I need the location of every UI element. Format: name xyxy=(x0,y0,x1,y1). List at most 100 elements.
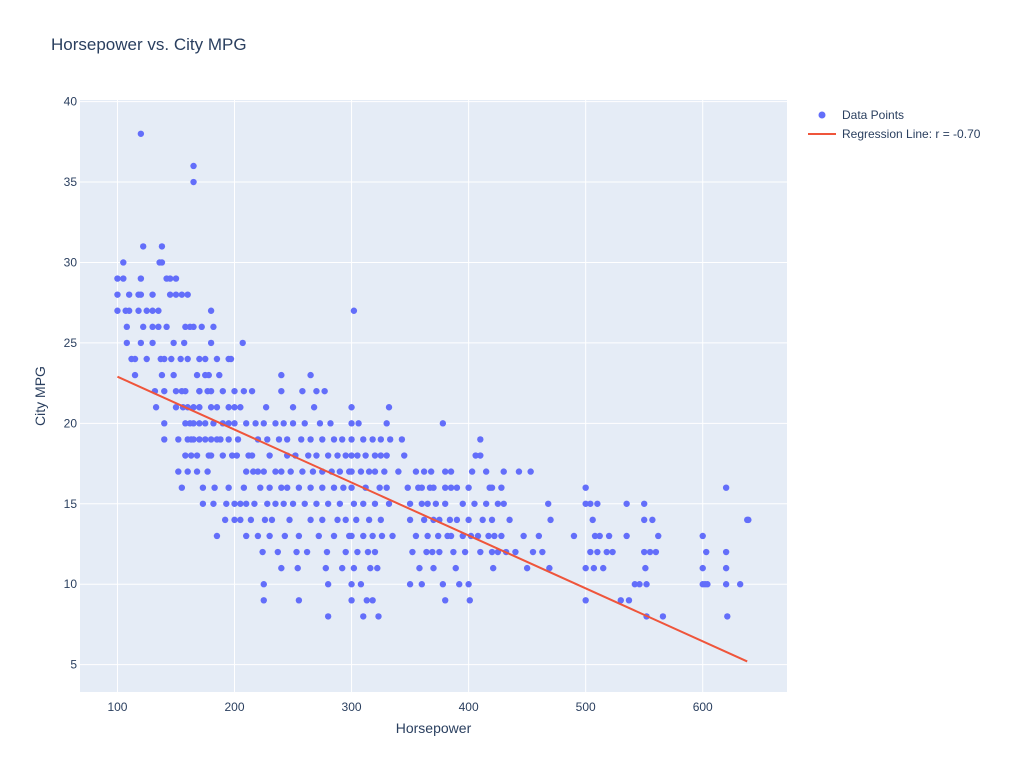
data-point xyxy=(336,500,344,507)
data-point xyxy=(295,484,303,491)
data-point xyxy=(646,548,654,556)
data-point xyxy=(125,291,133,298)
data-point xyxy=(383,484,390,491)
data-point xyxy=(180,339,188,347)
data-point xyxy=(348,452,355,459)
data-point xyxy=(239,339,246,347)
data-point xyxy=(143,307,150,314)
data-point xyxy=(430,564,437,572)
data-point xyxy=(257,484,264,491)
data-point xyxy=(286,516,293,524)
data-point xyxy=(260,468,267,475)
data-point xyxy=(161,387,168,395)
data-point xyxy=(360,532,367,540)
data-point xyxy=(465,581,472,588)
data-point xyxy=(334,452,341,459)
data-point xyxy=(381,468,388,475)
data-point xyxy=(520,532,527,540)
data-point xyxy=(442,484,449,491)
data-point xyxy=(177,355,184,363)
data-point xyxy=(193,452,201,459)
data-point xyxy=(295,532,303,540)
data-point xyxy=(210,323,217,331)
data-point xyxy=(377,436,385,443)
data-point xyxy=(298,436,305,443)
data-point xyxy=(227,355,235,363)
data-point xyxy=(250,468,257,475)
data-point xyxy=(225,404,232,411)
data-point xyxy=(184,468,191,475)
data-point xyxy=(322,564,330,572)
data-point xyxy=(231,387,238,395)
data-point xyxy=(442,500,449,507)
data-point xyxy=(371,452,379,459)
data-point xyxy=(190,420,197,427)
data-point xyxy=(172,404,180,411)
data-point xyxy=(278,484,285,491)
data-point xyxy=(120,275,127,282)
data-point xyxy=(293,548,300,556)
data-point xyxy=(472,452,479,459)
regression-line xyxy=(117,375,748,663)
y-tick-label: 5 xyxy=(70,658,77,672)
data-point xyxy=(416,564,423,572)
data-point xyxy=(500,468,507,475)
plot-area xyxy=(80,100,787,692)
data-point xyxy=(348,404,355,411)
data-point xyxy=(623,532,630,540)
data-point xyxy=(175,436,182,443)
data-point xyxy=(494,500,502,507)
data-point xyxy=(330,532,338,540)
data-point xyxy=(237,500,244,507)
data-point xyxy=(259,548,266,556)
data-point xyxy=(217,436,224,443)
data-point xyxy=(254,468,262,475)
data-point xyxy=(582,484,589,491)
data-point xyxy=(266,452,273,459)
data-point xyxy=(319,436,326,443)
data-point xyxy=(452,564,459,572)
legend: Data Points Regression Line: r = -0.70 xyxy=(808,108,981,141)
data-point xyxy=(190,323,197,331)
data-point xyxy=(406,581,414,588)
data-point xyxy=(149,323,156,331)
data-point xyxy=(436,548,443,556)
data-point xyxy=(643,581,650,588)
data-point xyxy=(196,420,203,427)
data-point xyxy=(272,468,279,475)
data-point xyxy=(188,452,195,459)
data-point xyxy=(357,468,365,475)
data-point xyxy=(234,436,242,443)
data-point xyxy=(587,548,594,556)
data-point xyxy=(307,516,314,524)
data-point xyxy=(365,516,373,524)
data-point xyxy=(498,484,505,491)
data-point xyxy=(704,581,711,588)
data-point xyxy=(477,548,484,556)
data-point xyxy=(190,178,197,186)
data-point xyxy=(170,371,177,379)
data-point xyxy=(123,339,131,347)
data-point xyxy=(482,500,490,507)
data-point xyxy=(498,532,505,540)
data-point xyxy=(488,516,496,524)
data-point xyxy=(184,355,191,363)
data-point xyxy=(512,548,519,556)
data-point xyxy=(155,323,162,331)
data-point xyxy=(479,516,486,524)
data-point xyxy=(401,452,408,459)
data-point xyxy=(152,404,160,411)
data-point xyxy=(474,532,482,540)
data-point xyxy=(420,516,428,524)
data-point xyxy=(207,452,215,459)
data-point xyxy=(642,564,649,572)
data-point xyxy=(357,581,365,588)
data-point xyxy=(196,436,203,443)
data-point xyxy=(446,516,454,524)
data-point xyxy=(342,516,349,524)
data-point xyxy=(228,452,236,459)
data-point xyxy=(327,420,334,427)
data-point xyxy=(207,339,215,347)
data-point xyxy=(309,468,317,475)
